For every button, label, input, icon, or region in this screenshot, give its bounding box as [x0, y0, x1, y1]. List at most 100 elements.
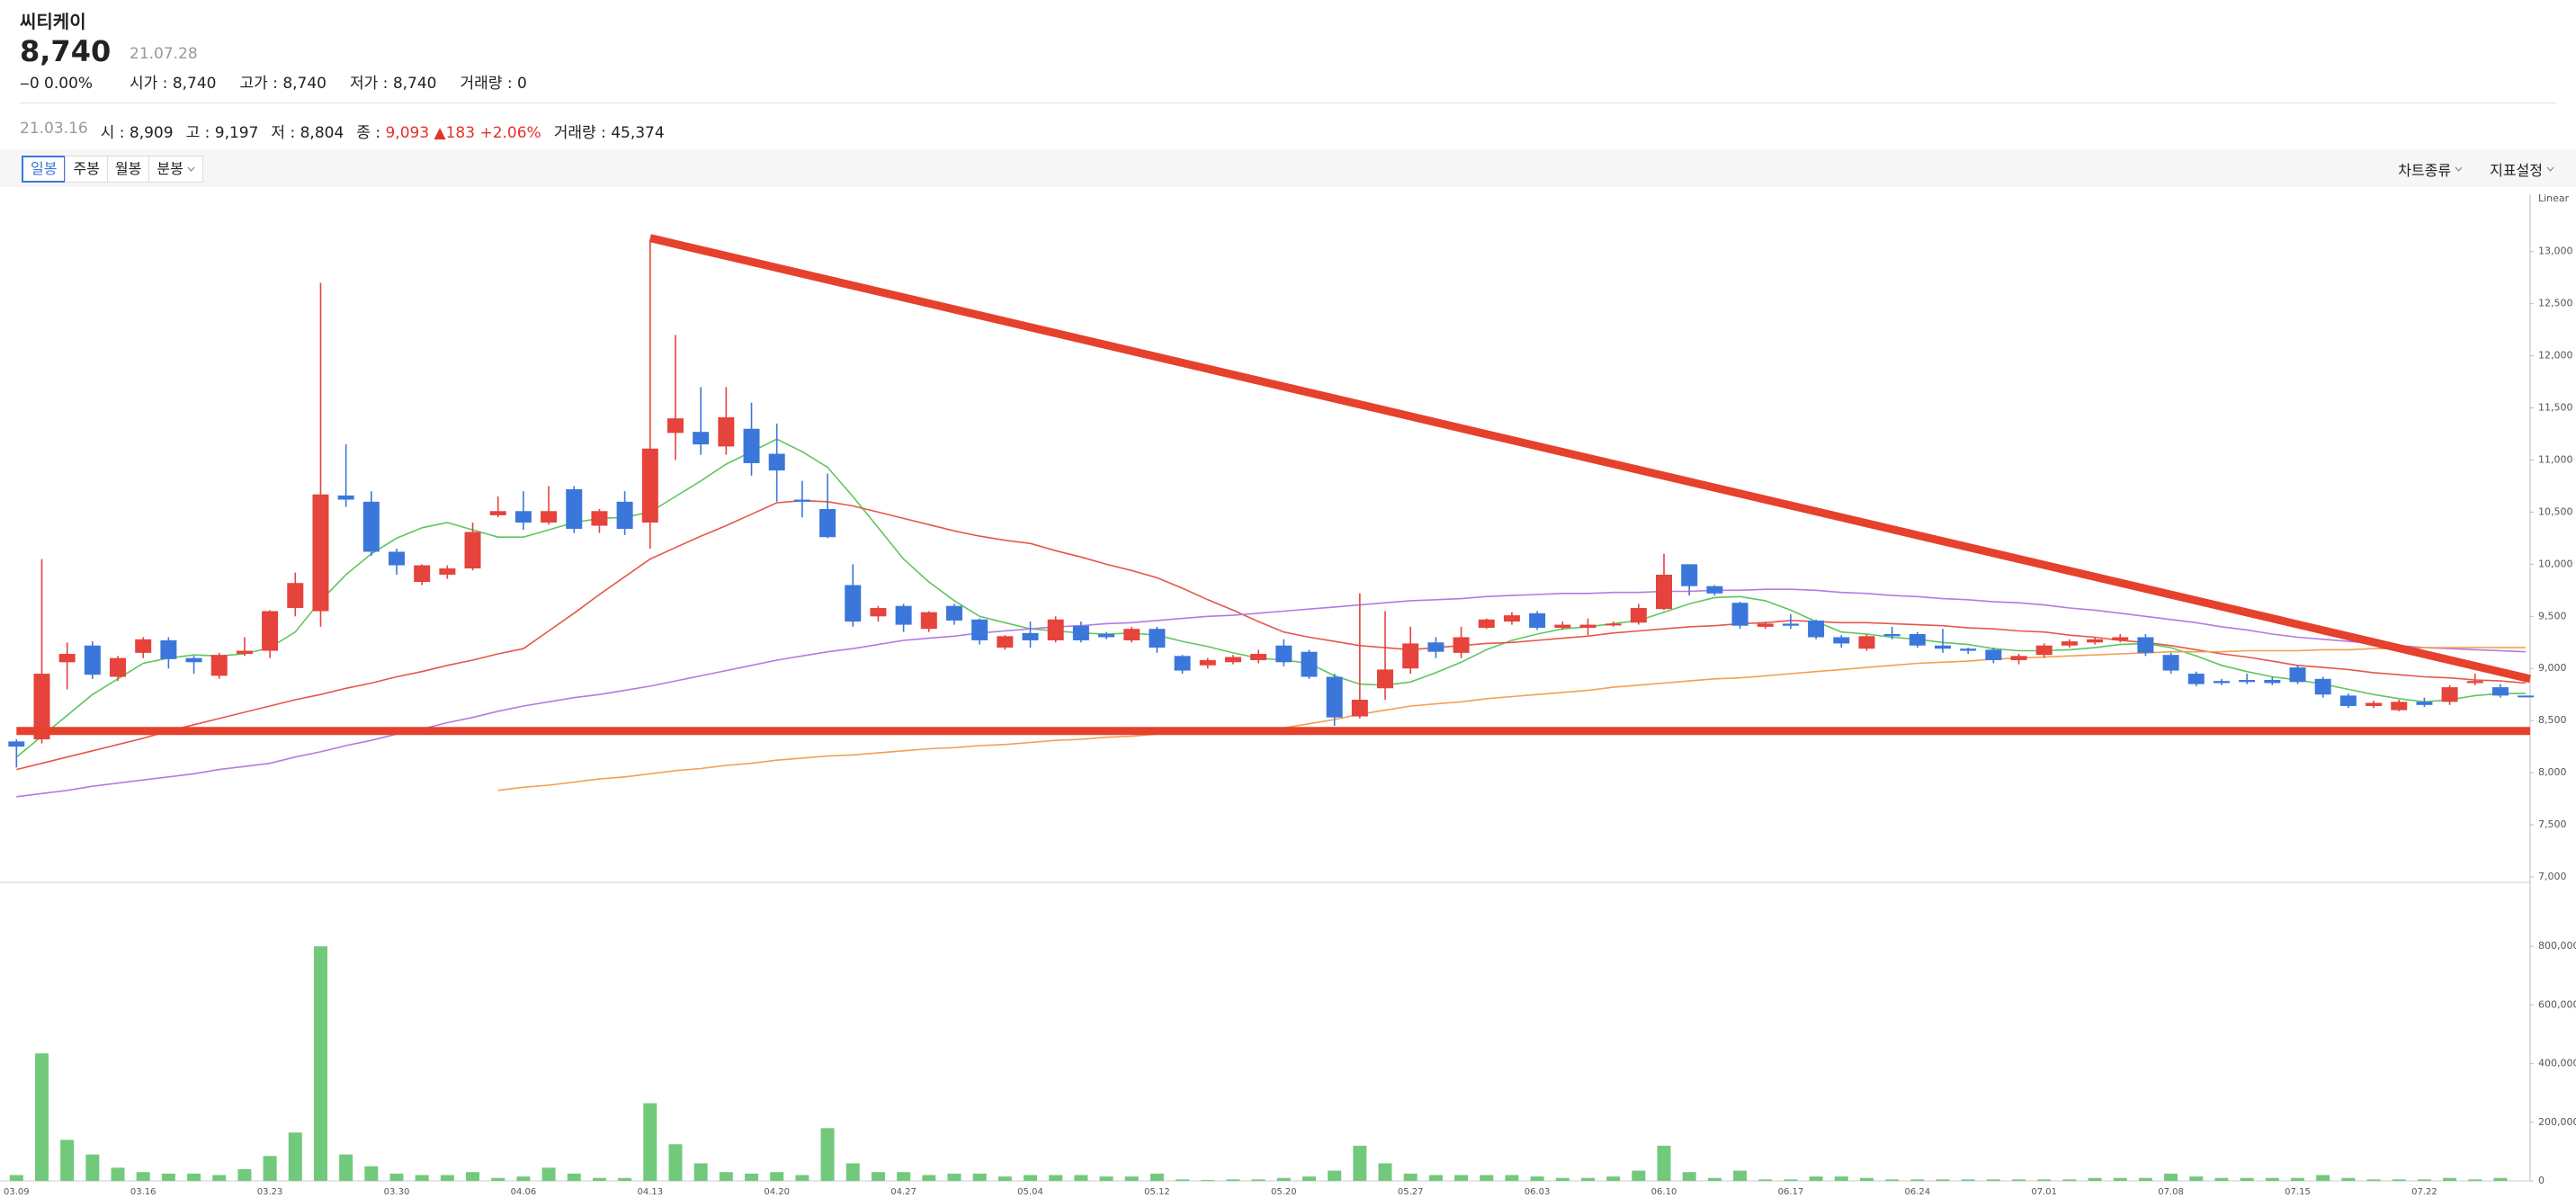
volume-bar — [1784, 1179, 1798, 1181]
candle-body — [2112, 637, 2129, 640]
volume-bar — [9, 1175, 23, 1181]
volume-bar — [2366, 1179, 2381, 1181]
y-tick-label: 9,000 — [2538, 662, 2567, 674]
candle-body — [2391, 702, 2408, 711]
period-button[interactable]: 일봉 — [22, 156, 67, 183]
x-tick-label: 07.08 — [2158, 1187, 2184, 1197]
volume-bar — [1910, 1179, 1925, 1181]
moving-average — [16, 499, 2527, 771]
volume-bar — [187, 1173, 201, 1181]
candle-body — [110, 657, 127, 677]
candle-body — [1275, 645, 1292, 663]
candle-body — [185, 657, 202, 663]
volume-bar — [1176, 1179, 1190, 1181]
candle-body — [2162, 655, 2179, 671]
stat: 저가 : 8,740 — [350, 70, 437, 93]
volume-bar — [1454, 1175, 1469, 1181]
candle-body — [945, 605, 962, 621]
stock-name: 씨티케이 — [20, 11, 86, 32]
volume-bar — [1301, 1176, 1316, 1181]
candle-body — [135, 639, 152, 653]
volume-bar — [1403, 1173, 1418, 1181]
candle-body — [1529, 612, 1546, 629]
chevron-path — [187, 166, 195, 172]
info-label: 종 : — [356, 124, 381, 142]
volume-bar — [440, 1175, 454, 1181]
volume-bar — [389, 1173, 404, 1181]
chevron — [2546, 166, 2554, 172]
candle-body — [262, 611, 279, 651]
volume-bar — [2088, 1177, 2102, 1181]
volume-bar — [1276, 1177, 1291, 1181]
candle-body — [464, 532, 481, 569]
candle-body — [312, 494, 329, 612]
volume-bar — [1606, 1176, 1621, 1181]
volume-bar — [567, 1173, 581, 1181]
candle-body — [1149, 629, 1166, 648]
candle-body — [1098, 634, 1115, 638]
candle-body — [1427, 642, 1445, 652]
chevron — [2455, 166, 2463, 172]
info-item: 고 : 9,197 — [186, 120, 259, 142]
volume-bar — [618, 1177, 632, 1181]
x-tick-label: 07.01 — [2031, 1187, 2057, 1197]
candle-body — [2213, 681, 2230, 684]
volume-bar — [1074, 1175, 1088, 1181]
volume-bars — [9, 946, 2508, 1181]
candle-body — [1833, 637, 1850, 644]
candle-body — [1808, 620, 1825, 638]
candle-body — [541, 511, 558, 523]
change: ‒0 0.00% — [20, 75, 94, 93]
period-button[interactable]: 월봉 — [106, 156, 150, 183]
period-button[interactable]: 분봉 — [148, 156, 203, 183]
volume-bar — [516, 1176, 531, 1181]
volume-bar — [997, 1176, 1012, 1181]
volume-bar — [313, 946, 327, 1181]
x-tick-label: 06.24 — [1904, 1187, 1930, 1197]
candle-body — [514, 511, 532, 523]
candle-body — [337, 495, 354, 500]
volume-bar — [1353, 1145, 1367, 1181]
candle-body — [1858, 636, 1875, 649]
volume-bar — [1834, 1176, 1848, 1181]
candle-body — [489, 511, 506, 515]
x-tick-label: 05.12 — [1144, 1187, 1170, 1197]
volume-bar — [60, 1140, 75, 1181]
candle-body — [1174, 656, 1191, 671]
candle-body — [1453, 637, 1470, 653]
candle-body — [2518, 695, 2535, 698]
volume-bar — [1682, 1172, 1696, 1181]
x-tick-label: 05.27 — [1398, 1187, 1424, 1197]
volume-bar — [668, 1144, 683, 1181]
y-tick-label: 13,000 — [2538, 246, 2573, 257]
candle-body — [1681, 564, 1698, 586]
info-label: 거래량 : — [553, 124, 606, 142]
candle-body — [1478, 619, 1495, 629]
volume-bar — [1733, 1170, 1748, 1181]
candle-body — [8, 741, 25, 747]
candle-body — [616, 501, 633, 529]
volume-bar — [1530, 1176, 1544, 1181]
volume-bar — [85, 1154, 100, 1181]
volume-bar — [136, 1172, 150, 1181]
x-tick-label: 03.30 — [384, 1187, 410, 1197]
volume-bar — [592, 1177, 606, 1181]
volume-bar — [2392, 1179, 2406, 1181]
volume-bar — [34, 1053, 49, 1181]
candle-body — [236, 650, 253, 655]
candle-body — [160, 639, 177, 659]
menu[interactable]: 차트종류 — [2398, 158, 2463, 180]
volume-bar — [1505, 1175, 1519, 1181]
candle-body — [895, 605, 912, 625]
candle-body — [641, 448, 658, 523]
volume-bar — [263, 1156, 277, 1181]
candle-body — [920, 612, 937, 630]
info-item: 저 : 8,804 — [271, 120, 344, 142]
candle-body — [1351, 700, 1368, 717]
volume-bar — [2493, 1177, 2508, 1181]
candle-body — [1883, 634, 1901, 637]
volume-bar — [1809, 1176, 1823, 1181]
menu[interactable]: 지표설정 — [2490, 158, 2554, 180]
period-button[interactable]: 주봉 — [65, 156, 108, 183]
volume-bar — [820, 1128, 835, 1181]
